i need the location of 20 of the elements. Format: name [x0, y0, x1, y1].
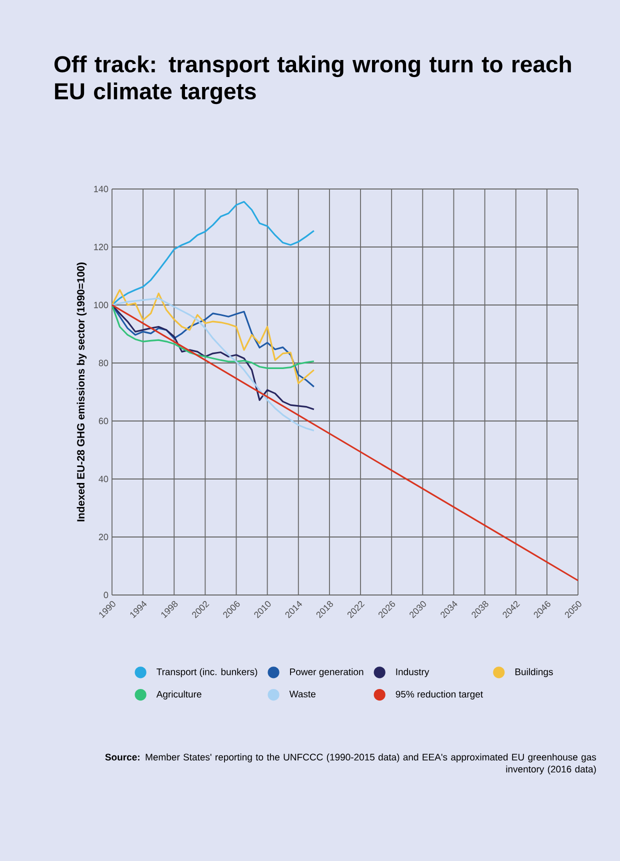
legend-label: Transport (inc. bunkers) [156, 668, 258, 678]
legend-label: Agriculture [156, 690, 202, 700]
chart-title: Off track: transport taking wrong turn to reach EU climate targets [54, 56, 571, 104]
y-tick-label: 80 [98, 360, 108, 366]
y-tick-label: 20 [98, 534, 108, 540]
line-series [112, 200, 315, 306]
line-series [112, 304, 315, 410]
y-tick-label: 40 [98, 476, 108, 482]
legend-label: Waste [289, 690, 316, 698]
legend-label: 95% reduction target [396, 690, 483, 700]
legend-label: Industry [396, 668, 430, 678]
y-tick-label: 120 [94, 244, 108, 250]
y-tick-label: 140 [94, 186, 108, 192]
y-axis-title: Indexed EU-28 GHG emissions by sector (1990=100) [76, 262, 87, 522]
y-tick-label: 0 [104, 592, 108, 598]
text: Source: Member States' reporting to the UNFCCC (1990-2015 data) and EEA's approximated EU greenhouse gas inventory (2016 data) [105, 754, 596, 774]
legend-label: Power generation [290, 668, 364, 678]
legend-label: Buildings [515, 668, 553, 678]
y-tick-label: 60 [98, 418, 108, 424]
y-tick-label: 100 [94, 302, 108, 308]
